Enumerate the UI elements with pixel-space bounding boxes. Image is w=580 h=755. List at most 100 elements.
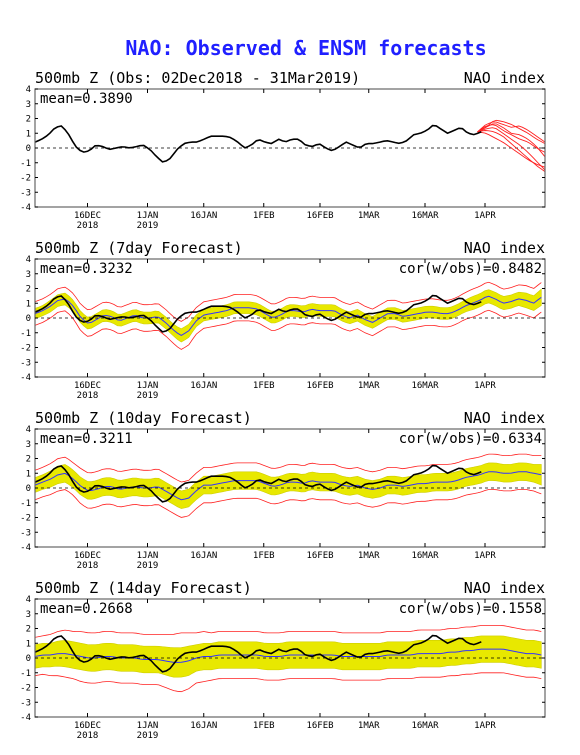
forecast-member-line [477, 121, 546, 143]
x-tick-label: 1MAR [358, 721, 380, 731]
y-tick-label: 1 [26, 299, 31, 309]
x-tick-label: 16FEB [306, 381, 333, 391]
y-tick-label: -4 [20, 373, 31, 383]
y-tick-label: -3 [20, 698, 31, 708]
x-tick-label: 1JAN [137, 211, 159, 221]
panel-index-label: NAO index [464, 579, 545, 597]
panel-title: 500mb Z (Obs: 02Dec2018 - 31Mar2019) [35, 69, 360, 87]
y-tick-label: -4 [20, 713, 31, 723]
x-tick-label: 16JAN [190, 381, 217, 391]
x-tick-label: 1MAR [358, 551, 380, 561]
x-tick-label: 16FEB [306, 721, 333, 731]
y-tick-label: -4 [20, 203, 31, 213]
y-tick-label: 3 [26, 440, 31, 450]
y-tick-label: -4 [20, 543, 31, 553]
correlation-label: cor(w/obs)=0.6334 [399, 431, 542, 447]
y-tick-label: 3 [26, 610, 31, 620]
x-tick-year-label: 2018 [77, 731, 99, 741]
panel-title: 500mb Z (10day Forecast) [35, 409, 252, 427]
ensemble-max-line [34, 625, 542, 638]
observed-line [34, 124, 482, 163]
panel-title: 500mb Z (14day Forecast) [35, 579, 252, 597]
x-tick-year-label: 2018 [77, 561, 99, 571]
x-tick-label: 16DEC [74, 721, 101, 731]
main-title: NAO: Observed & ENSM forecasts [125, 36, 486, 60]
y-tick-label: 4 [26, 85, 31, 95]
y-tick-label: -1 [20, 669, 31, 679]
ensemble-max-line [34, 453, 542, 483]
panel-4: 500mb Z (14day Forecast) NAO index 4 3 2 1 0 -1… [20, 579, 546, 741]
y-tick-label: 0 [26, 654, 31, 664]
x-tick-year-label: 2018 [77, 221, 99, 231]
x-tick-label: 16DEC [74, 551, 101, 561]
x-tick-year-label: 2019 [137, 561, 159, 571]
x-tick-label: 1JAN [137, 381, 159, 391]
x-tick-label: 1APR [474, 381, 496, 391]
y-tick-label: -1 [20, 499, 31, 509]
x-tick-label: 16JAN [190, 211, 217, 221]
x-tick-label: 1JAN [137, 721, 159, 731]
y-tick-label: -2 [20, 344, 31, 354]
y-tick-label: -3 [20, 188, 31, 198]
y-tick-label: -1 [20, 159, 31, 169]
x-tick-label: 16MAR [411, 721, 439, 731]
panel-index-label: NAO index [464, 409, 545, 427]
x-tick-year-label: 2019 [137, 731, 159, 741]
x-tick-year-label: 2018 [77, 391, 99, 401]
ensemble-min-line [34, 489, 542, 518]
x-tick-label: 1FEB [253, 211, 275, 221]
y-tick-label: 4 [26, 595, 31, 605]
x-tick-label: 1FEB [253, 551, 275, 561]
y-tick-label: 3 [26, 100, 31, 110]
ensemble-min-line [34, 672, 542, 693]
correlation-label: cor(w/obs)=0.1558 [399, 601, 542, 617]
y-tick-label: 4 [26, 255, 31, 265]
x-tick-year-label: 2019 [137, 221, 159, 231]
ensemble-min-line [34, 309, 542, 350]
ensemble-spread-band [34, 635, 542, 678]
x-tick-label: 1APR [474, 211, 496, 221]
ensemble-mean-line [34, 471, 542, 501]
y-tick-label: 4 [26, 425, 31, 435]
y-tick-label: 0 [26, 484, 31, 494]
panel-2: 500mb Z (7day Forecast) NAO index 4 3 2 1 0 -1 -… [20, 239, 546, 401]
panel-3: 500mb Z (10day Forecast) NAO index 4 3 2 1 0 -1… [20, 409, 546, 571]
x-tick-label: 1FEB [253, 381, 275, 391]
panel-index-label: NAO index [464, 69, 545, 87]
observed-line [34, 294, 482, 333]
y-tick-label: 2 [26, 285, 31, 295]
y-tick-label: 0 [26, 144, 31, 154]
x-tick-label: 1APR [474, 551, 496, 561]
forecast-member-line [477, 127, 546, 171]
x-tick-label: 16MAR [411, 211, 439, 221]
x-tick-label: 16FEB [306, 211, 333, 221]
x-tick-label: 1JAN [137, 551, 159, 561]
mean-label: mean=0.3211 [40, 431, 133, 447]
x-tick-label: 16MAR [411, 381, 439, 391]
x-tick-label: 1MAR [358, 381, 380, 391]
y-tick-label: 2 [26, 625, 31, 635]
y-tick-label: -1 [20, 329, 31, 339]
mean-label: mean=0.3232 [40, 261, 133, 277]
observed-line [34, 634, 482, 673]
panel-1: 500mb Z (Obs: 02Dec2018 - 31Mar2019) NAO … [20, 69, 546, 231]
x-tick-label: 1MAR [358, 211, 380, 221]
y-tick-label: -3 [20, 528, 31, 538]
forecast-member-line [477, 123, 546, 158]
y-tick-label: -2 [20, 514, 31, 524]
observed-line [34, 464, 482, 503]
x-tick-label: 1APR [474, 721, 496, 731]
x-tick-label: 16MAR [411, 551, 439, 561]
x-tick-year-label: 2019 [137, 391, 159, 401]
x-tick-label: 1FEB [253, 721, 275, 731]
x-tick-label: 16DEC [74, 211, 101, 221]
x-tick-label: 16JAN [190, 551, 217, 561]
x-tick-label: 16DEC [74, 381, 101, 391]
forecast-member-line [477, 119, 546, 144]
mean-label: mean=0.3890 [40, 91, 133, 107]
y-tick-label: 0 [26, 314, 31, 324]
mean-label: mean=0.2668 [40, 601, 133, 617]
